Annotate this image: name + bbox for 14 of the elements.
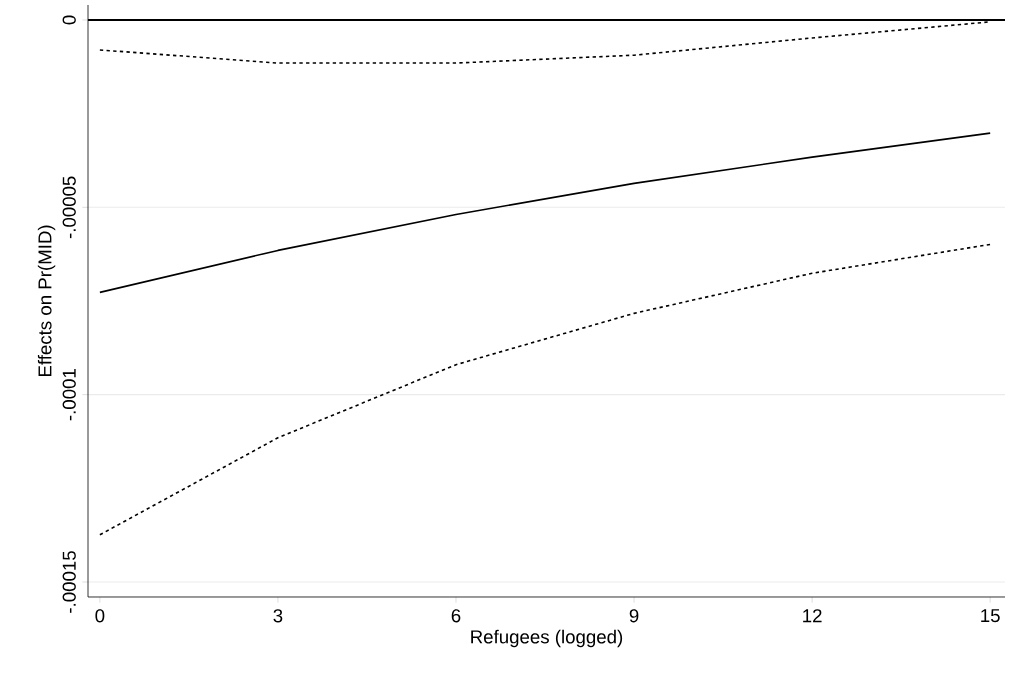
y-tick-label: -.00015 <box>62 551 76 613</box>
x-axis-title: Refugees (logged) <box>471 629 623 648</box>
x-tick-label: 12 <box>803 609 822 623</box>
x-tick-label: 0 <box>95 609 105 623</box>
line-series <box>99 132 991 294</box>
y-tick-label: -.00005 <box>62 176 76 239</box>
y-tick-label: -.0001 <box>62 369 76 421</box>
x-tick-label: 3 <box>273 609 283 623</box>
x-tick-label: 9 <box>629 609 639 623</box>
x-tick-label: 6 <box>451 609 461 623</box>
y-tick-label: 0 <box>62 15 76 25</box>
line-series <box>99 243 991 536</box>
y-axis-title: Effects on Pr(MID) <box>37 225 56 377</box>
x-tick-label: 15 <box>981 609 1000 623</box>
